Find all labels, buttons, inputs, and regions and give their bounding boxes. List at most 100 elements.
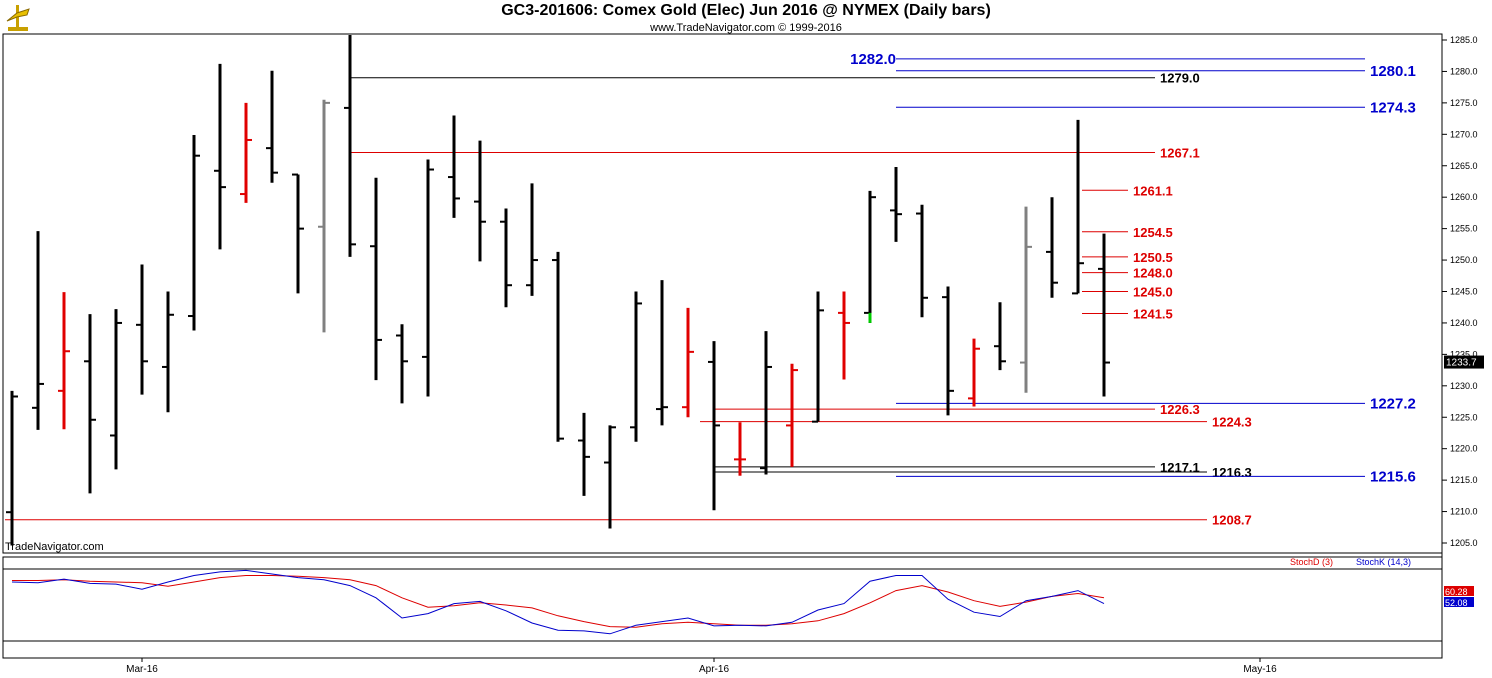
y-tick-label: 1235.0 <box>1450 349 1478 359</box>
level-label: 1208.7 <box>1212 513 1252 528</box>
y-tick-label: 1240.0 <box>1450 318 1478 328</box>
ohlc-bar <box>84 314 96 494</box>
ohlc-bar <box>994 302 1006 371</box>
stochk-line <box>11 569 1105 635</box>
ohlc-bar <box>396 324 408 404</box>
ohlc-bar <box>734 422 746 476</box>
ohlc-bar <box>214 63 226 250</box>
ohlc-bar <box>1098 233 1110 397</box>
ohlc-bar <box>630 291 642 442</box>
ohlc-bar <box>942 286 954 416</box>
ohlc-bar <box>500 208 512 308</box>
ohlc-bar <box>760 331 772 475</box>
y-tick-label: 1275.0 <box>1450 98 1478 108</box>
ohlc-bar <box>474 140 486 262</box>
ohlc-bar <box>240 102 252 203</box>
level-label: 1274.3 <box>1370 99 1416 116</box>
ohlc-bar <box>58 292 70 430</box>
ohlc-bar <box>890 167 902 242</box>
level-label: 1227.2 <box>1370 395 1416 412</box>
legend-stochk: StochK (14,3) <box>1356 557 1411 567</box>
y-tick-label: 1265.0 <box>1450 161 1478 171</box>
level-label: 1254.5 <box>1133 225 1173 240</box>
y-tick-label: 1270.0 <box>1450 129 1478 139</box>
level-label: 1216.3 <box>1212 465 1252 480</box>
level-label: 1215.6 <box>1370 468 1416 485</box>
y-tick-label: 1250.0 <box>1450 255 1478 265</box>
level-label: 1261.1 <box>1133 183 1173 198</box>
ohlc-bar <box>656 280 668 426</box>
ohlc-bar <box>32 231 44 430</box>
y-tick-label: 1210.0 <box>1450 507 1478 517</box>
ohlc-bar <box>552 251 564 442</box>
y-tick-label: 1220.0 <box>1450 444 1478 454</box>
ohlc-bar <box>6 390 18 546</box>
y-tick-label: 1225.0 <box>1450 412 1478 422</box>
stochd-line <box>12 575 1105 628</box>
ohlc-bar <box>188 134 200 331</box>
stochk-value-box <box>1444 597 1474 607</box>
chart-title: GC3-201606: Comex Gold (Elec) Jun 2016 @… <box>501 2 991 19</box>
level-label: 1280.1 <box>1370 63 1416 80</box>
level-label: 1248.0 <box>1133 266 1173 281</box>
ohlc-bar <box>604 425 616 529</box>
ohlc-bars <box>6 34 1110 546</box>
last-price-box <box>1444 355 1484 369</box>
y-tick-label: 1260.0 <box>1450 192 1478 202</box>
ohlc-bar <box>292 173 304 294</box>
price-levels: 1282.0 1280.1 1279.0 1274.3 1267.1 1261.1 1254… <box>5 51 1416 528</box>
ohlc-bar <box>682 307 694 418</box>
ohlc-bar <box>344 34 356 257</box>
level-label: 1245.0 <box>1133 285 1173 300</box>
y-tick-label: 1255.0 <box>1450 224 1478 234</box>
ohlc-bar <box>838 291 850 380</box>
stochd-value: 60.28 <box>1445 587 1468 597</box>
watermark: TradeNavigator.com <box>5 541 104 553</box>
level-label: 1267.1 <box>1160 146 1200 161</box>
ohlc-bar <box>370 177 382 381</box>
level-label: 1217.1 <box>1160 460 1200 475</box>
ohlc-bar <box>136 264 148 395</box>
ohlc-bar <box>162 291 174 413</box>
y-tick-label: 1245.0 <box>1450 287 1478 297</box>
ohlc-bar <box>578 412 590 496</box>
y-tick-label: 1230.0 <box>1450 381 1478 391</box>
level-label: 1224.3 <box>1212 415 1252 430</box>
x-tick-label: Apr-16 <box>699 664 729 675</box>
level-label: 1226.3 <box>1160 402 1200 417</box>
y-tick-label: 1285.0 <box>1450 35 1478 45</box>
y-tick-label: 1215.0 <box>1450 475 1478 485</box>
trade-navigator-logo-icon <box>6 5 30 31</box>
level-label: 1282.0 <box>850 51 896 68</box>
last-price-label: 1233.7 <box>1446 358 1477 369</box>
ohlc-bar <box>266 70 278 183</box>
stochd-value-box <box>1444 586 1474 596</box>
ohlc-bar <box>968 338 980 407</box>
legend-stochd: StochD (3) <box>1290 557 1333 567</box>
ohlc-bar <box>1020 206 1032 393</box>
ohlc-bar <box>812 291 824 423</box>
ohlc-bar <box>786 363 798 467</box>
ohlc-bar <box>318 99 330 333</box>
chart-subtitle: www.TradeNavigator.com © 1999-2016 <box>650 22 842 34</box>
y-tick-label: 1205.0 <box>1450 538 1478 548</box>
stochk-value: 52.08 <box>1445 598 1468 608</box>
price-axis: 1205.0 1210.0 1215.0 1220.0 1225.0 1230.0 1235… <box>1442 35 1484 548</box>
ohlc-bar <box>526 183 538 296</box>
date-axis: Mar-16 Apr-16 May-16 <box>126 658 1277 675</box>
level-label: 1250.5 <box>1133 250 1173 265</box>
y-tick-label: 1280.0 <box>1450 66 1478 76</box>
ohlc-bar <box>110 309 122 470</box>
ohlc-bar <box>916 204 928 318</box>
ohlc-bar <box>1046 197 1058 298</box>
ohlc-bar <box>422 159 434 397</box>
ohlc-bar <box>448 115 460 218</box>
level-label: 1279.0 <box>1160 71 1200 86</box>
ohlc-bar <box>708 341 720 511</box>
x-tick-label: Mar-16 <box>126 664 158 675</box>
ohlc-bar <box>1072 119 1084 295</box>
level-label: 1241.5 <box>1133 307 1173 322</box>
x-tick-label: May-16 <box>1243 664 1277 675</box>
